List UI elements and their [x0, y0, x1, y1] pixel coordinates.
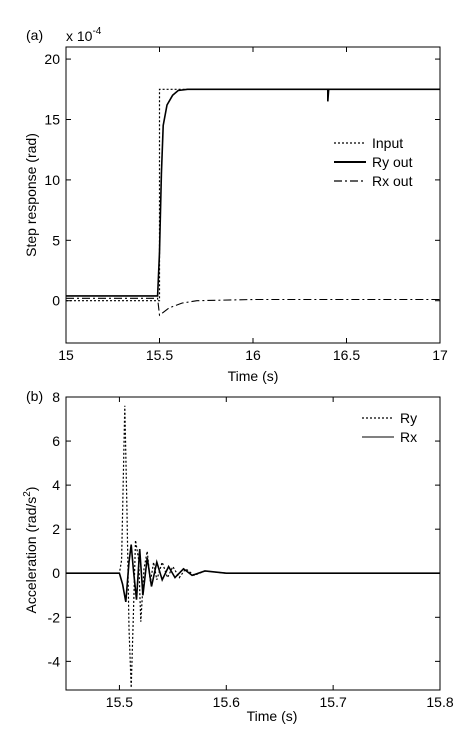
legend-ry-out-label: Ry out: [372, 154, 413, 170]
panel-a-ticks: 15 15.5 16 16.5 17 0 5 10 15 20: [44, 47, 448, 363]
panel-a-plot-area: [65, 46, 441, 344]
panel-a-y-multiplier: x 10-4: [66, 26, 102, 44]
x-tick-label: 17: [432, 347, 448, 363]
panel-b-ticks: 15.5 15.6 15.7 15.8 -4 -2 0 2 4 6 8: [48, 389, 454, 710]
panel-b-legend: Ry Rx: [362, 410, 417, 445]
y-tick-label: 4: [52, 477, 60, 493]
y-tick-label: 0: [52, 565, 60, 581]
series-ry-line: [66, 405, 440, 688]
series-ry-out-line: [66, 88, 440, 297]
panel-b-y-axis-label: Acceleration (rad/s2): [22, 487, 39, 614]
legend-rx-out-label: Rx out: [372, 173, 413, 189]
legend-rx-label: Rx: [400, 429, 417, 445]
panel-a-series: [66, 88, 440, 317]
x-tick-label: 15.7: [320, 694, 347, 710]
y-tick-label: 6: [52, 433, 60, 449]
legend-input-label: Input: [372, 135, 403, 151]
x-tick-label: 15.5: [146, 347, 173, 363]
panel-a-x-axis-label: Time (s): [228, 368, 279, 384]
y-tick-label: 2: [52, 521, 60, 537]
panel-b: (b) 15.5 15.6 15.7 15.8 -4 -2 0 2 4 6 8 Time (s) A…: [22, 388, 454, 724]
y-tick-label: 15: [44, 111, 60, 127]
x-tick-label: 15.8: [426, 694, 453, 710]
x-tick-label: 15: [58, 347, 74, 363]
series-rx-line: [66, 544, 440, 603]
panel-b-x-axis-label: Time (s): [247, 708, 298, 724]
y-tick-label: -4: [48, 653, 61, 669]
panel-b-series: [66, 405, 440, 688]
y-tick-label: 0: [52, 293, 60, 309]
y-tick-label: 5: [52, 232, 60, 248]
series-rx-out-line: [66, 297, 440, 317]
panel-b-label: (b): [26, 388, 43, 404]
y-tick-label: 10: [44, 172, 60, 188]
panel-a-legend: Input Ry out Rx out: [334, 135, 413, 189]
panel-a-y-axis-label: Step response (rad): [23, 133, 39, 257]
panel-a: (a) x 10-4 15 15.5 16 16.5 17 0 5 10 15 20 Time (…: [23, 26, 448, 384]
legend-ry-label: Ry: [400, 410, 417, 426]
y-tick-label: -2: [48, 609, 61, 625]
x-tick-label: 15.5: [106, 694, 133, 710]
x-tick-label: 16.5: [333, 347, 360, 363]
x-tick-label: 15.6: [213, 694, 240, 710]
y-tick-label: 8: [52, 389, 60, 405]
panel-a-label: (a): [26, 27, 43, 43]
panel-b-plot-area: [65, 396, 441, 691]
y-tick-label: 20: [44, 51, 60, 67]
x-tick-label: 16: [245, 347, 261, 363]
series-input-line: [66, 88, 440, 302]
